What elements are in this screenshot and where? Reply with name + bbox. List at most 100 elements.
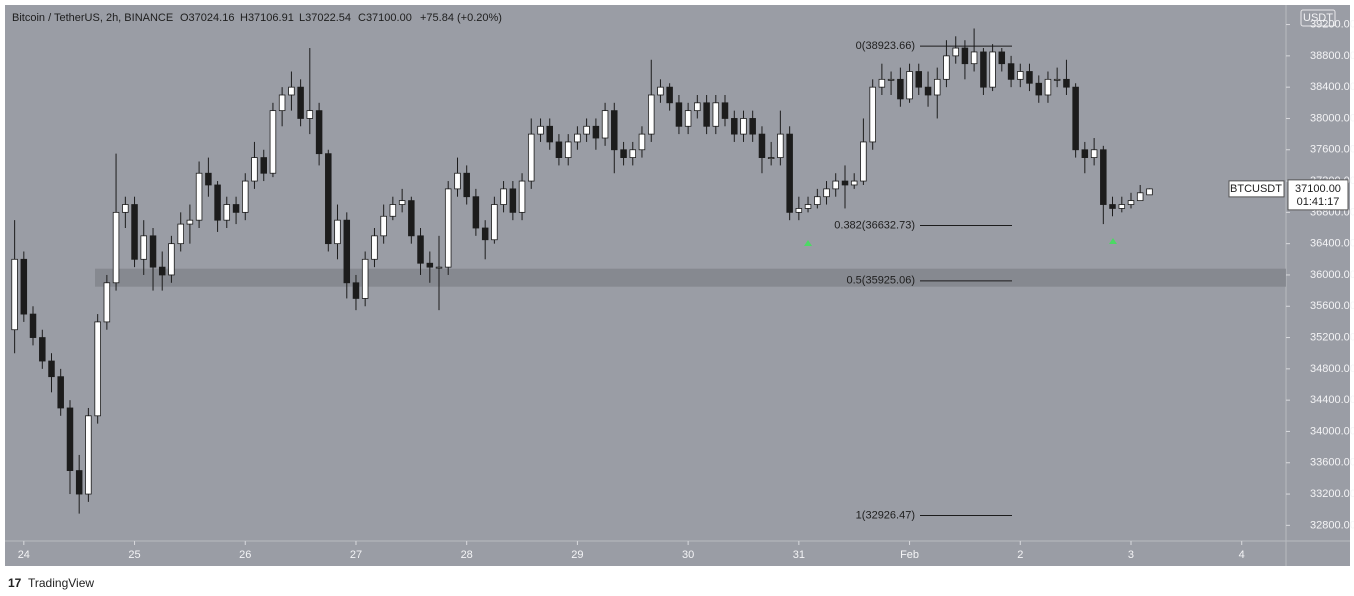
legend-low: L37022.54 <box>299 12 351 24</box>
candle-body <box>860 141 867 182</box>
support-zone <box>95 268 1286 287</box>
candle-body <box>1017 71 1024 80</box>
candle-body <box>1007 63 1015 80</box>
candle-body <box>288 86 295 96</box>
candle-body <box>260 157 267 174</box>
candle-body <box>408 200 415 237</box>
y-tick-label: 32800.00 <box>1310 519 1354 531</box>
x-tick-label: 27 <box>350 549 362 561</box>
legend-change: +75.84 (+0.20%) <box>420 12 502 24</box>
candle-body <box>555 141 563 158</box>
candle-body <box>601 110 609 139</box>
candle-body <box>675 102 683 127</box>
candle-body <box>491 204 498 241</box>
candle-body <box>915 71 922 88</box>
price-tag-countdown: 01:41:17 <box>1297 196 1340 208</box>
y-tick-label: 36400.00 <box>1310 238 1354 250</box>
candle-body <box>352 282 360 299</box>
y-tick-label: 35200.00 <box>1310 331 1354 343</box>
y-tick-label: 33600.00 <box>1310 457 1354 469</box>
y-tick-label: 36000.00 <box>1310 269 1354 281</box>
low-marker <box>804 240 812 246</box>
candle-body <box>684 110 692 127</box>
y-tick-label: 33200.00 <box>1310 488 1354 500</box>
candle-body <box>657 86 664 96</box>
candle-body <box>712 102 720 127</box>
price-tag-value: 37100.00 <box>1295 183 1341 195</box>
candle-body <box>989 51 996 88</box>
candle-body <box>841 180 849 186</box>
candle-body <box>509 188 517 213</box>
candle-body <box>823 188 830 198</box>
candle-body <box>592 125 600 139</box>
candle-body <box>1035 82 1043 96</box>
candle-body <box>417 235 424 264</box>
candle-body <box>906 71 913 100</box>
logo-mark: 17 <box>8 576 22 590</box>
candle-body <box>527 133 535 182</box>
candle-body <box>380 215 387 237</box>
candle-body <box>638 133 646 151</box>
candle-body <box>11 258 18 331</box>
candle-body <box>140 235 147 260</box>
candle-body <box>1090 149 1098 158</box>
candle-body <box>869 86 876 143</box>
candle-body <box>537 125 544 135</box>
candle-body <box>306 110 314 119</box>
candle-body <box>297 86 304 119</box>
candle-body <box>887 78 895 81</box>
fib-label: 0.382(36632.73) <box>834 219 915 231</box>
candle-body <box>334 219 341 245</box>
candle-body <box>1072 86 1079 151</box>
candle-body <box>325 153 332 245</box>
candle-body <box>149 235 157 268</box>
x-tick-label: Feb <box>900 549 919 561</box>
candle-body <box>1063 78 1070 88</box>
candle-body <box>620 149 627 158</box>
candle-body <box>343 219 351 284</box>
y-tick-label: 38800.00 <box>1310 50 1354 62</box>
candle-body <box>611 110 618 151</box>
candle-body <box>897 78 904 100</box>
symbol-tag-label: BTCUSDT <box>1230 183 1282 195</box>
candle-body <box>970 51 978 65</box>
x-tick-label: 2 <box>1017 549 1023 561</box>
candle-body <box>1044 78 1052 96</box>
legend-high: H37106.91 <box>240 12 294 24</box>
fib-label: 0(38923.66) <box>856 40 915 52</box>
candle-body <box>371 235 378 260</box>
y-tick-label: 39200.00 <box>1310 18 1354 30</box>
candle-body <box>315 110 323 155</box>
candle-body <box>740 118 747 135</box>
tradingview-logo: 17 TradingView <box>8 576 94 590</box>
candle-body <box>749 118 756 135</box>
candle-body <box>1053 78 1061 81</box>
x-tick-label: 4 <box>1239 549 1245 561</box>
currency-box <box>1300 9 1336 27</box>
candle-body <box>629 149 637 158</box>
candle-body <box>924 86 932 96</box>
candle-body <box>666 86 673 104</box>
candle-body <box>186 219 194 225</box>
x-tick-label: 25 <box>128 549 140 561</box>
candle-body <box>721 102 729 119</box>
candle-body <box>39 337 46 362</box>
candle-body <box>850 180 858 186</box>
candle-body <box>361 258 369 299</box>
candle-body <box>795 208 803 213</box>
candle-body <box>832 180 839 190</box>
candle-body <box>694 102 701 112</box>
x-tick-label: 30 <box>682 549 694 561</box>
candle-body <box>122 204 129 213</box>
currency-label: USDT <box>1303 12 1333 24</box>
x-tick-label: 26 <box>239 549 251 561</box>
candle-body <box>980 51 987 88</box>
candle-body <box>232 204 240 213</box>
candle-body <box>426 262 434 268</box>
candle-body <box>131 204 138 260</box>
candle-body <box>444 188 452 268</box>
candle-body <box>242 180 249 213</box>
candle-body <box>546 125 553 143</box>
x-tick-label: 3 <box>1128 549 1134 561</box>
candle-body <box>214 184 221 221</box>
